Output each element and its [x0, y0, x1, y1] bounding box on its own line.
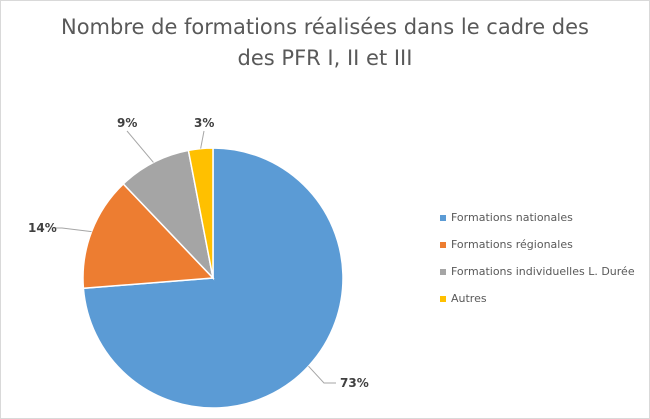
legend-label: Formations individuelles L. Durée [451, 265, 635, 278]
legend-item: Autres [440, 285, 635, 312]
leader-line [308, 365, 336, 384]
data-label: 9% [117, 116, 137, 130]
legend-label: Formations nationales [451, 211, 573, 224]
data-label: 73% [340, 376, 369, 390]
legend-item: Formations régionales [440, 231, 635, 258]
legend-label: Autres [451, 292, 487, 305]
chart-title: Nombre de formations réalisées dans le c… [0, 12, 650, 74]
legend-swatch [440, 214, 446, 221]
legend-swatch [440, 241, 446, 248]
chart-title-line-2: des PFR I, II et III [237, 46, 413, 70]
data-label: 14% [28, 221, 57, 235]
leader-line [54, 227, 92, 233]
pie-slice [82, 182, 215, 290]
legend-label: Formations régionales [451, 238, 573, 251]
legend-swatch [440, 295, 446, 302]
legend-item: Formations individuelles L. Durée [440, 258, 635, 285]
data-label: 3% [194, 116, 214, 130]
legend-swatch [440, 268, 446, 275]
leader-line [126, 130, 154, 163]
leader-line [200, 130, 205, 149]
legend-item: Formations nationales [440, 204, 635, 231]
legend: Formations nationales Formations régional… [440, 204, 635, 312]
chart-title-line-1: Nombre de formations réalisées dans le c… [61, 15, 589, 39]
